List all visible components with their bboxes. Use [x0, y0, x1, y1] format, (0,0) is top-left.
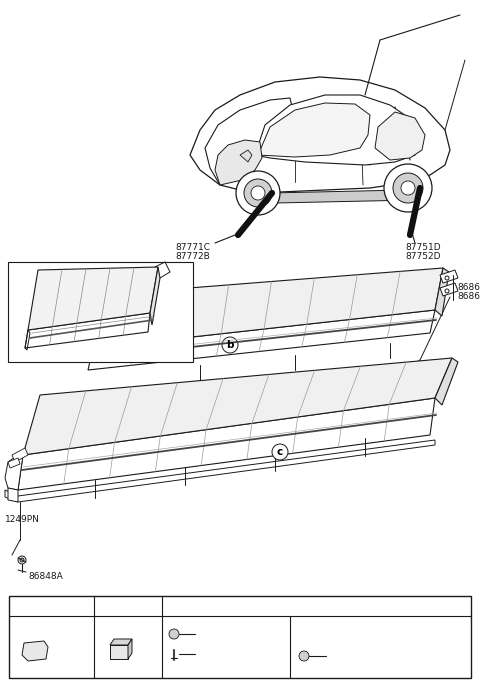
Polygon shape: [5, 440, 435, 502]
Circle shape: [20, 558, 24, 562]
Circle shape: [165, 599, 179, 613]
Polygon shape: [440, 283, 458, 296]
Polygon shape: [258, 103, 370, 157]
Text: 87771C: 87771C: [175, 243, 210, 252]
Text: a: a: [38, 290, 46, 300]
Polygon shape: [265, 190, 415, 203]
Text: 87759D: 87759D: [198, 628, 234, 637]
Circle shape: [272, 444, 288, 460]
Circle shape: [14, 599, 28, 613]
Polygon shape: [23, 358, 452, 455]
Text: 1730AA: 1730AA: [329, 650, 364, 659]
Text: c: c: [277, 447, 283, 457]
Circle shape: [445, 289, 449, 293]
Text: 86861X: 86861X: [457, 283, 480, 292]
Text: b: b: [226, 340, 234, 350]
Circle shape: [384, 164, 432, 212]
Polygon shape: [110, 645, 128, 659]
Polygon shape: [93, 268, 443, 348]
Circle shape: [251, 186, 265, 200]
Text: 86848A: 86848A: [28, 572, 63, 581]
Polygon shape: [88, 310, 435, 370]
Polygon shape: [435, 358, 458, 405]
Circle shape: [299, 651, 309, 661]
Circle shape: [445, 276, 449, 280]
Polygon shape: [215, 140, 262, 185]
Polygon shape: [8, 458, 20, 468]
Circle shape: [34, 287, 50, 303]
Polygon shape: [435, 268, 449, 316]
Polygon shape: [150, 267, 160, 325]
Polygon shape: [5, 455, 23, 490]
Circle shape: [97, 599, 111, 613]
Circle shape: [236, 171, 280, 215]
Text: 1249PN: 1249PN: [5, 515, 40, 524]
Text: c: c: [169, 601, 175, 611]
Polygon shape: [205, 98, 295, 185]
Polygon shape: [110, 639, 132, 645]
Circle shape: [244, 179, 272, 207]
Polygon shape: [22, 641, 48, 661]
Polygon shape: [255, 95, 420, 165]
Text: 87715G: 87715G: [31, 600, 72, 610]
Polygon shape: [25, 313, 150, 348]
Text: 87772B: 87772B: [175, 252, 210, 261]
Text: 87786: 87786: [116, 600, 149, 610]
Polygon shape: [240, 150, 252, 162]
Text: b: b: [100, 601, 108, 611]
Text: 87751D: 87751D: [405, 243, 441, 252]
Polygon shape: [28, 267, 158, 330]
Circle shape: [222, 337, 238, 353]
Text: a: a: [18, 601, 24, 611]
Circle shape: [393, 173, 423, 203]
Circle shape: [401, 181, 415, 195]
Text: (VEHICLE PACKAGE-SPORTY): (VEHICLE PACKAGE-SPORTY): [288, 626, 412, 635]
Bar: [9, 596, 471, 678]
Polygon shape: [12, 448, 28, 462]
Polygon shape: [440, 270, 458, 283]
Polygon shape: [18, 398, 435, 490]
Polygon shape: [8, 488, 18, 502]
Text: 86862X: 86862X: [457, 292, 480, 301]
Bar: [8, 262, 193, 362]
Circle shape: [18, 556, 26, 564]
Text: 87752D: 87752D: [405, 252, 441, 261]
Text: 1249LG: 1249LG: [348, 383, 383, 392]
Polygon shape: [375, 112, 425, 160]
Circle shape: [169, 629, 179, 639]
Polygon shape: [128, 639, 132, 659]
Polygon shape: [190, 77, 450, 192]
Text: 1249LJ: 1249LJ: [198, 648, 228, 657]
